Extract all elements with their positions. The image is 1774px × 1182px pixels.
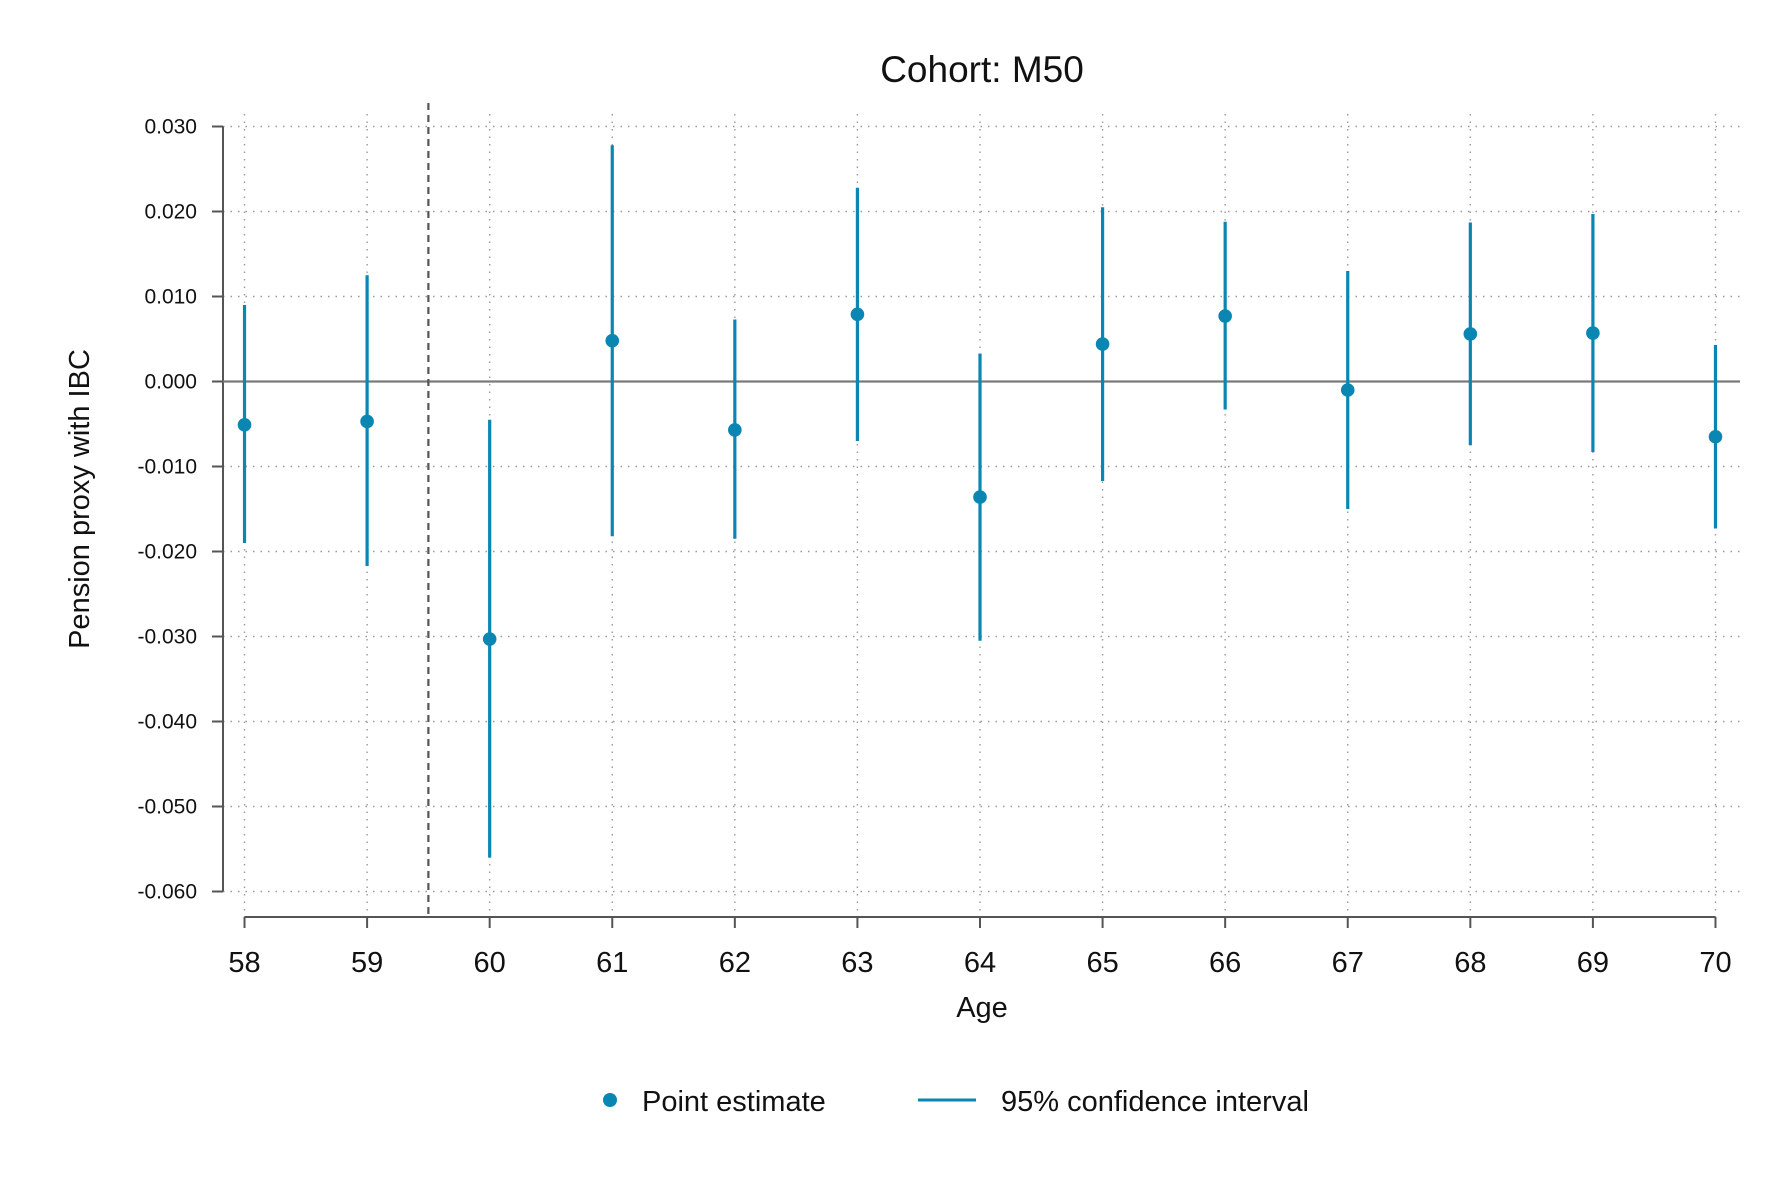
x-tick-label: 70	[1699, 947, 1731, 979]
point-estimate	[360, 415, 374, 429]
x-tick-label: 59	[351, 947, 383, 979]
x-axis-title: Age	[956, 992, 1008, 1024]
point-estimate	[1464, 327, 1478, 341]
legend: Point estimate 95% confidence interval	[603, 1086, 1309, 1118]
y-tick-label: -0.040	[137, 711, 197, 734]
point-estimate	[1586, 326, 1600, 340]
point-estimate	[1341, 383, 1355, 397]
x-tick-label: 67	[1332, 947, 1364, 979]
point-estimate	[1218, 309, 1232, 323]
point-estimate	[1709, 430, 1723, 444]
x-tick-label: 68	[1454, 947, 1486, 979]
y-tick-label: 0.000	[144, 371, 197, 394]
point-estimate	[1096, 337, 1110, 351]
point-estimate	[238, 418, 252, 432]
x-tick-label: 69	[1577, 947, 1609, 979]
y-tick-label: -0.050	[137, 796, 197, 819]
x-tick-label: 58	[228, 947, 260, 979]
y-tick-label: -0.030	[137, 626, 197, 649]
y-tick-label: 0.030	[144, 116, 197, 139]
x-tick-label: 63	[841, 947, 873, 979]
y-tick-label: 0.020	[144, 201, 197, 224]
legend-point-label: Point estimate	[642, 1086, 826, 1118]
point-estimate	[483, 632, 497, 646]
axes	[212, 127, 1715, 929]
y-axis-title: Pension proxy with IBC	[64, 349, 96, 649]
y-tick-label: 0.010	[144, 286, 197, 309]
chart-title: Cohort: M50	[880, 49, 1084, 90]
point-estimate	[973, 490, 987, 504]
y-tick-label: -0.010	[137, 456, 197, 479]
legend-ci-label: 95% confidence interval	[1001, 1086, 1309, 1118]
x-tick-label: 65	[1086, 947, 1118, 979]
x-tick-label: 64	[964, 947, 996, 979]
x-tick-label: 62	[719, 947, 751, 979]
y-tick-labels: 0.030 0.020 0.010 0.000 -0.010 -0.020 -0.030 -0…	[137, 116, 197, 904]
x-tick-labels: 58 59 60 61 62 63 64 65 66 67 68 69 70	[228, 947, 1731, 979]
x-tick-label: 60	[474, 947, 506, 979]
x-tick-label: 61	[596, 947, 628, 979]
y-tick-label: -0.020	[137, 541, 197, 564]
point-estimate	[605, 334, 619, 348]
x-tick-label: 66	[1209, 947, 1241, 979]
point-estimate	[851, 308, 865, 322]
point-estimate	[728, 423, 742, 437]
legend-point-marker	[603, 1093, 617, 1107]
y-tick-label: -0.060	[137, 881, 197, 904]
